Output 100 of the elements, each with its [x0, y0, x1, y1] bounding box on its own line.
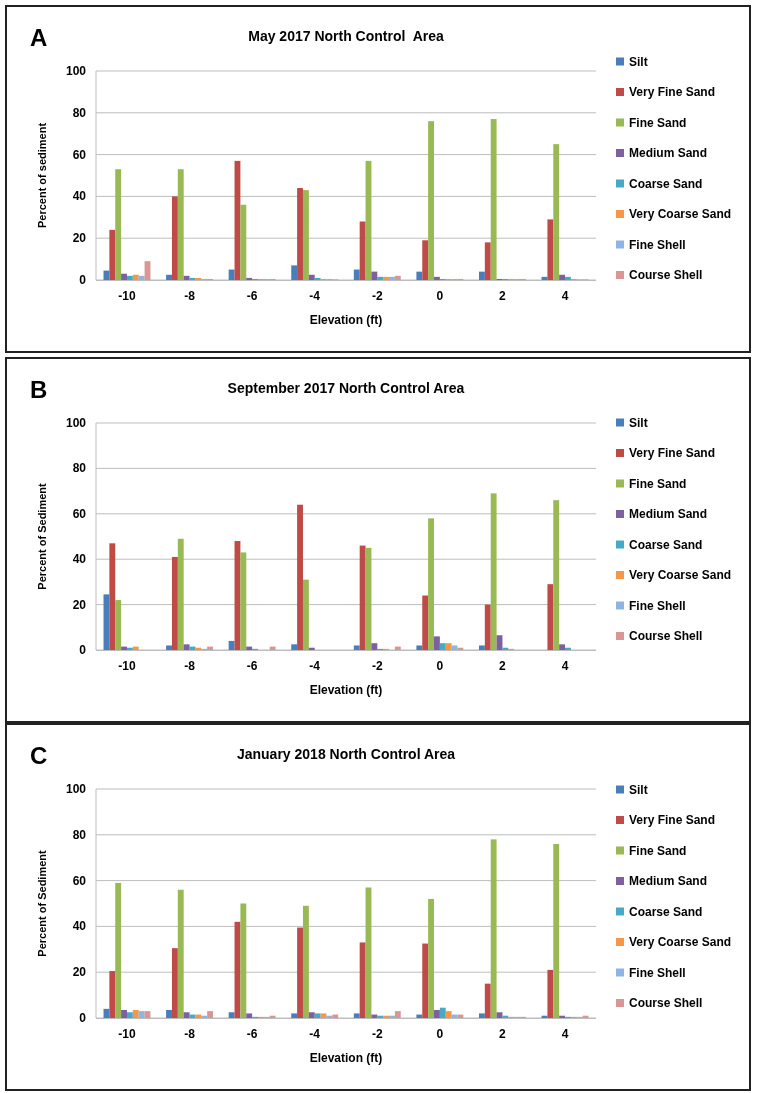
bar	[308, 274, 315, 280]
x-tick-label: -4	[309, 289, 321, 303]
bar	[389, 276, 395, 280]
x-tick-label: -6	[246, 1027, 258, 1041]
y-tick-label: 100	[65, 782, 87, 796]
bar	[132, 646, 139, 650]
bar	[171, 948, 178, 1018]
bar	[359, 545, 366, 650]
bar	[394, 275, 401, 280]
bar	[240, 552, 247, 650]
chart-title: May 2017 North Control Area	[248, 28, 444, 44]
y-tick-label: 60	[72, 147, 87, 162]
bar	[171, 556, 178, 650]
bar	[383, 1015, 390, 1018]
y-tick-label: 0	[79, 643, 87, 657]
legend-label: Medium Sand	[629, 146, 708, 160]
bar	[478, 271, 485, 280]
bar	[308, 647, 315, 650]
x-axis-title: Elevation (ft)	[309, 313, 383, 327]
bar	[484, 604, 491, 650]
x-tick-label: -2	[371, 289, 383, 303]
bar	[457, 647, 464, 650]
x-tick-label: 4	[561, 1027, 569, 1041]
bar	[166, 1009, 172, 1018]
bar	[126, 647, 133, 650]
bar	[353, 1013, 360, 1018]
x-tick-label: -6	[246, 289, 258, 303]
bar	[371, 643, 378, 650]
x-tick-label: 0	[436, 1027, 444, 1041]
bar	[490, 119, 497, 280]
bar	[195, 277, 202, 280]
text: C	[30, 742, 48, 769]
bar	[302, 905, 309, 1018]
x-tick-label: 2	[499, 1027, 507, 1041]
x-tick-label: -4	[309, 1027, 321, 1041]
bar	[394, 1011, 401, 1018]
legend-label: Fine Sand	[629, 843, 687, 858]
legend-label: Very Coarse Sand	[629, 207, 732, 221]
bar	[291, 265, 298, 280]
bar	[314, 277, 321, 280]
bar	[177, 169, 184, 280]
bar	[416, 1014, 423, 1019]
y-tick-label: 60	[72, 873, 87, 888]
bar	[377, 1015, 384, 1018]
bar	[439, 1007, 446, 1019]
y-axis-title: Percent of sediment	[36, 122, 48, 229]
x-tick-label: -4	[309, 659, 321, 673]
bar	[121, 273, 127, 280]
bar	[166, 645, 172, 650]
bar	[291, 1013, 298, 1018]
y-tick-label: 80	[72, 461, 87, 476]
x-axis-title: Elevation (ft)	[309, 1051, 383, 1065]
bar	[490, 493, 497, 650]
bar	[228, 269, 235, 280]
x-tick-label: 4	[561, 289, 569, 303]
bar	[121, 1009, 127, 1018]
bar	[195, 647, 202, 650]
bar	[434, 276, 440, 280]
bar	[416, 271, 423, 280]
y-tick-label: 100	[65, 64, 87, 78]
x-tick-label: 2	[499, 659, 507, 673]
bar	[269, 646, 276, 650]
x-tick-label: 0	[436, 289, 444, 303]
bar	[359, 942, 366, 1018]
y-tick-label: 40	[72, 919, 87, 934]
bar	[502, 647, 509, 650]
chart-title: January 2018 North Control Area	[236, 746, 456, 762]
bar	[434, 1009, 440, 1018]
legend-label: Very Coarse Sand	[629, 935, 732, 949]
bar	[394, 646, 401, 650]
bar	[565, 276, 571, 280]
bar	[422, 240, 429, 280]
y-tick-label: 100	[65, 416, 87, 430]
bar	[490, 839, 497, 1018]
x-tick-label: -8	[184, 289, 196, 303]
bar	[138, 1011, 145, 1018]
bar	[371, 1014, 378, 1019]
y-tick-label: 0	[79, 1011, 87, 1025]
x-tick-label: -10	[118, 1027, 136, 1041]
bar	[246, 1013, 253, 1018]
bar	[302, 190, 309, 280]
y-tick-label: 20	[72, 231, 87, 246]
bar	[484, 242, 491, 280]
bar	[138, 275, 145, 280]
bar	[353, 269, 360, 280]
bar	[353, 645, 360, 650]
legend-label: Coarse Sand	[629, 904, 703, 919]
bar	[559, 644, 566, 650]
bar	[207, 646, 214, 650]
x-tick-label: -8	[184, 1027, 196, 1041]
x-tick-label: -10	[118, 289, 136, 303]
bar	[132, 274, 139, 280]
legend-label: Very Coarse Sand	[629, 568, 732, 582]
bar	[177, 889, 184, 1018]
bar	[445, 1011, 452, 1018]
legend-label: Fine Sand	[629, 115, 687, 130]
legend-label: Fine Shell	[629, 237, 686, 252]
legend-label: Course Shell	[629, 996, 703, 1010]
bar	[132, 1009, 139, 1018]
bar	[547, 219, 554, 280]
